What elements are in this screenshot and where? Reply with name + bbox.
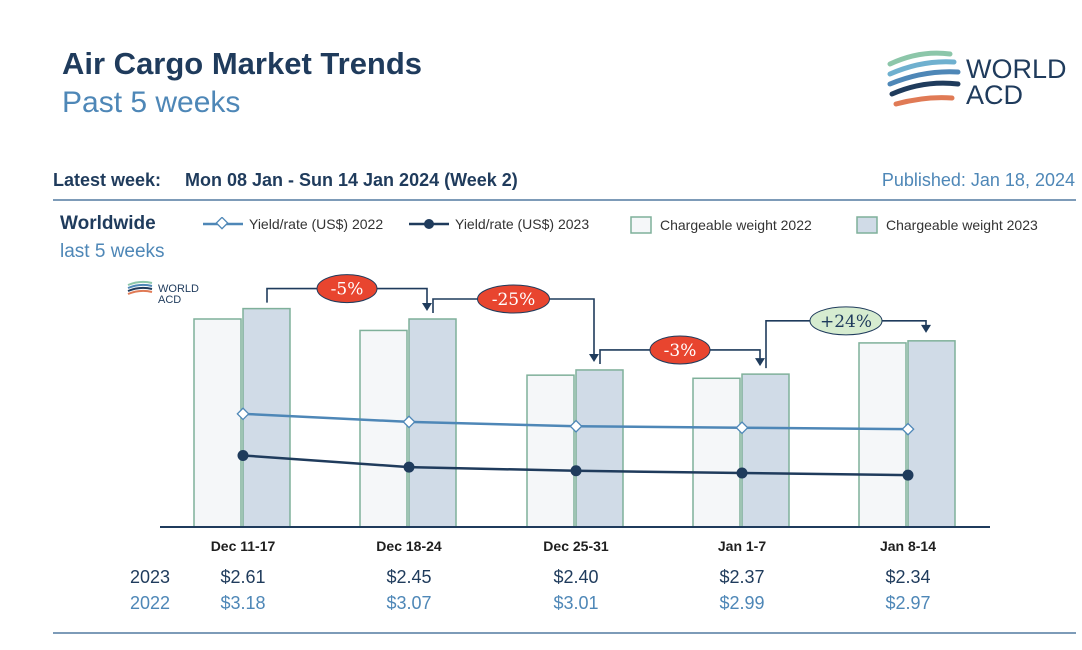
change-badge-label: +24% bbox=[820, 312, 872, 332]
table-value-2023: $2.40 bbox=[553, 567, 599, 587]
x-tick-label: Dec 18-24 bbox=[376, 538, 442, 554]
latest-week-value: Mon 08 Jan - Sun 14 Jan 2024 (Week 2) bbox=[185, 170, 518, 190]
period-label: last 5 weeks bbox=[60, 241, 165, 262]
table-value-2022: $2.99 bbox=[719, 593, 765, 613]
table-value-2023: $2.34 bbox=[885, 567, 931, 587]
page-title: Air Cargo Market Trends bbox=[62, 46, 423, 81]
watermark-logo-icon bbox=[127, 280, 153, 295]
point-yield-2022 bbox=[236, 407, 250, 421]
legend-yield-2022: Yield/rate (US$) 2022 bbox=[203, 216, 383, 232]
point-yield-2022 bbox=[402, 415, 416, 429]
point-yield-2022 bbox=[901, 422, 915, 436]
watermark-text: ACD bbox=[158, 294, 181, 306]
change-badge-label: -5% bbox=[331, 280, 364, 300]
x-tick-label: Jan 8-14 bbox=[880, 538, 936, 554]
table-value-2023: $2.45 bbox=[386, 567, 432, 587]
point-yield-2022 bbox=[569, 419, 583, 433]
legend-line-2023-icon bbox=[409, 219, 449, 229]
legend-weight-2022: Chargeable weight 2022 bbox=[630, 216, 812, 234]
legend-box-2023-icon bbox=[856, 216, 878, 234]
change-badge-label: -3% bbox=[664, 341, 697, 361]
point-yield-2023 bbox=[237, 449, 249, 461]
legend-label: Yield/rate (US$) 2023 bbox=[455, 216, 590, 232]
table-value-2023: $2.37 bbox=[719, 567, 765, 587]
watermark-text: WORLD bbox=[158, 283, 199, 295]
change-badge-label: -25% bbox=[492, 290, 536, 310]
legend-weight-2023: Chargeable weight 2023 bbox=[856, 216, 1038, 234]
change-arrow-icon bbox=[589, 353, 599, 362]
change-arrow-icon bbox=[921, 324, 931, 333]
change-arrow-icon bbox=[422, 303, 432, 311]
x-tick-label: Dec 25-31 bbox=[543, 538, 609, 554]
change-arrow-icon bbox=[755, 358, 765, 367]
bar-2022 bbox=[526, 374, 575, 528]
legend-line-2022-icon bbox=[203, 217, 243, 230]
table-row-label-2023: 2023 bbox=[130, 567, 171, 587]
legend-yield-2023: Yield/rate (US$) 2023 bbox=[409, 216, 589, 232]
divider-top bbox=[53, 199, 1076, 201]
bar-2023 bbox=[575, 369, 624, 528]
x-tick-label: Jan 1-7 bbox=[718, 538, 766, 554]
bar-2022 bbox=[359, 329, 408, 528]
point-yield-2023 bbox=[570, 465, 582, 477]
table-row-label-2022: 2022 bbox=[130, 593, 171, 613]
logo-text: WORLD ACD bbox=[966, 54, 1067, 110]
published-date: Published: Jan 18, 2024 bbox=[881, 170, 1075, 190]
bar-2023 bbox=[242, 307, 291, 528]
bar-2023 bbox=[907, 340, 956, 528]
table-value-2022: $2.97 bbox=[885, 593, 931, 613]
x-tick-label: Dec 11-17 bbox=[211, 538, 276, 554]
change-badge bbox=[649, 335, 711, 365]
legend-label: Chargeable weight 2023 bbox=[886, 217, 1038, 233]
point-yield-2023 bbox=[403, 461, 415, 473]
change-badge bbox=[809, 306, 883, 336]
change-badge bbox=[477, 284, 550, 314]
table-value-2022: $3.07 bbox=[386, 593, 432, 613]
table-value-2022: $3.18 bbox=[220, 593, 266, 613]
region-label: Worldwide bbox=[60, 213, 156, 234]
legend-label: Yield/rate (US$) 2022 bbox=[249, 216, 384, 232]
table-value-2022: $3.01 bbox=[553, 593, 599, 613]
bar-2023 bbox=[741, 373, 790, 528]
bar-2022 bbox=[858, 342, 907, 528]
legend-label: Chargeable weight 2022 bbox=[660, 217, 812, 233]
page-subtitle: Past 5 weeks bbox=[62, 86, 241, 119]
bar-2022 bbox=[193, 318, 242, 528]
world-acd-logo-icon bbox=[887, 50, 961, 107]
point-yield-2023 bbox=[736, 467, 748, 479]
latest-week-label: Latest week: bbox=[53, 170, 162, 190]
table-value-2023: $2.61 bbox=[220, 567, 266, 587]
divider-bottom bbox=[53, 632, 1076, 634]
legend-box-2022-icon bbox=[630, 216, 652, 234]
bar-2022 bbox=[692, 377, 741, 528]
point-yield-2023 bbox=[902, 469, 914, 481]
point-yield-2022 bbox=[735, 421, 749, 435]
change-badge bbox=[316, 274, 378, 304]
